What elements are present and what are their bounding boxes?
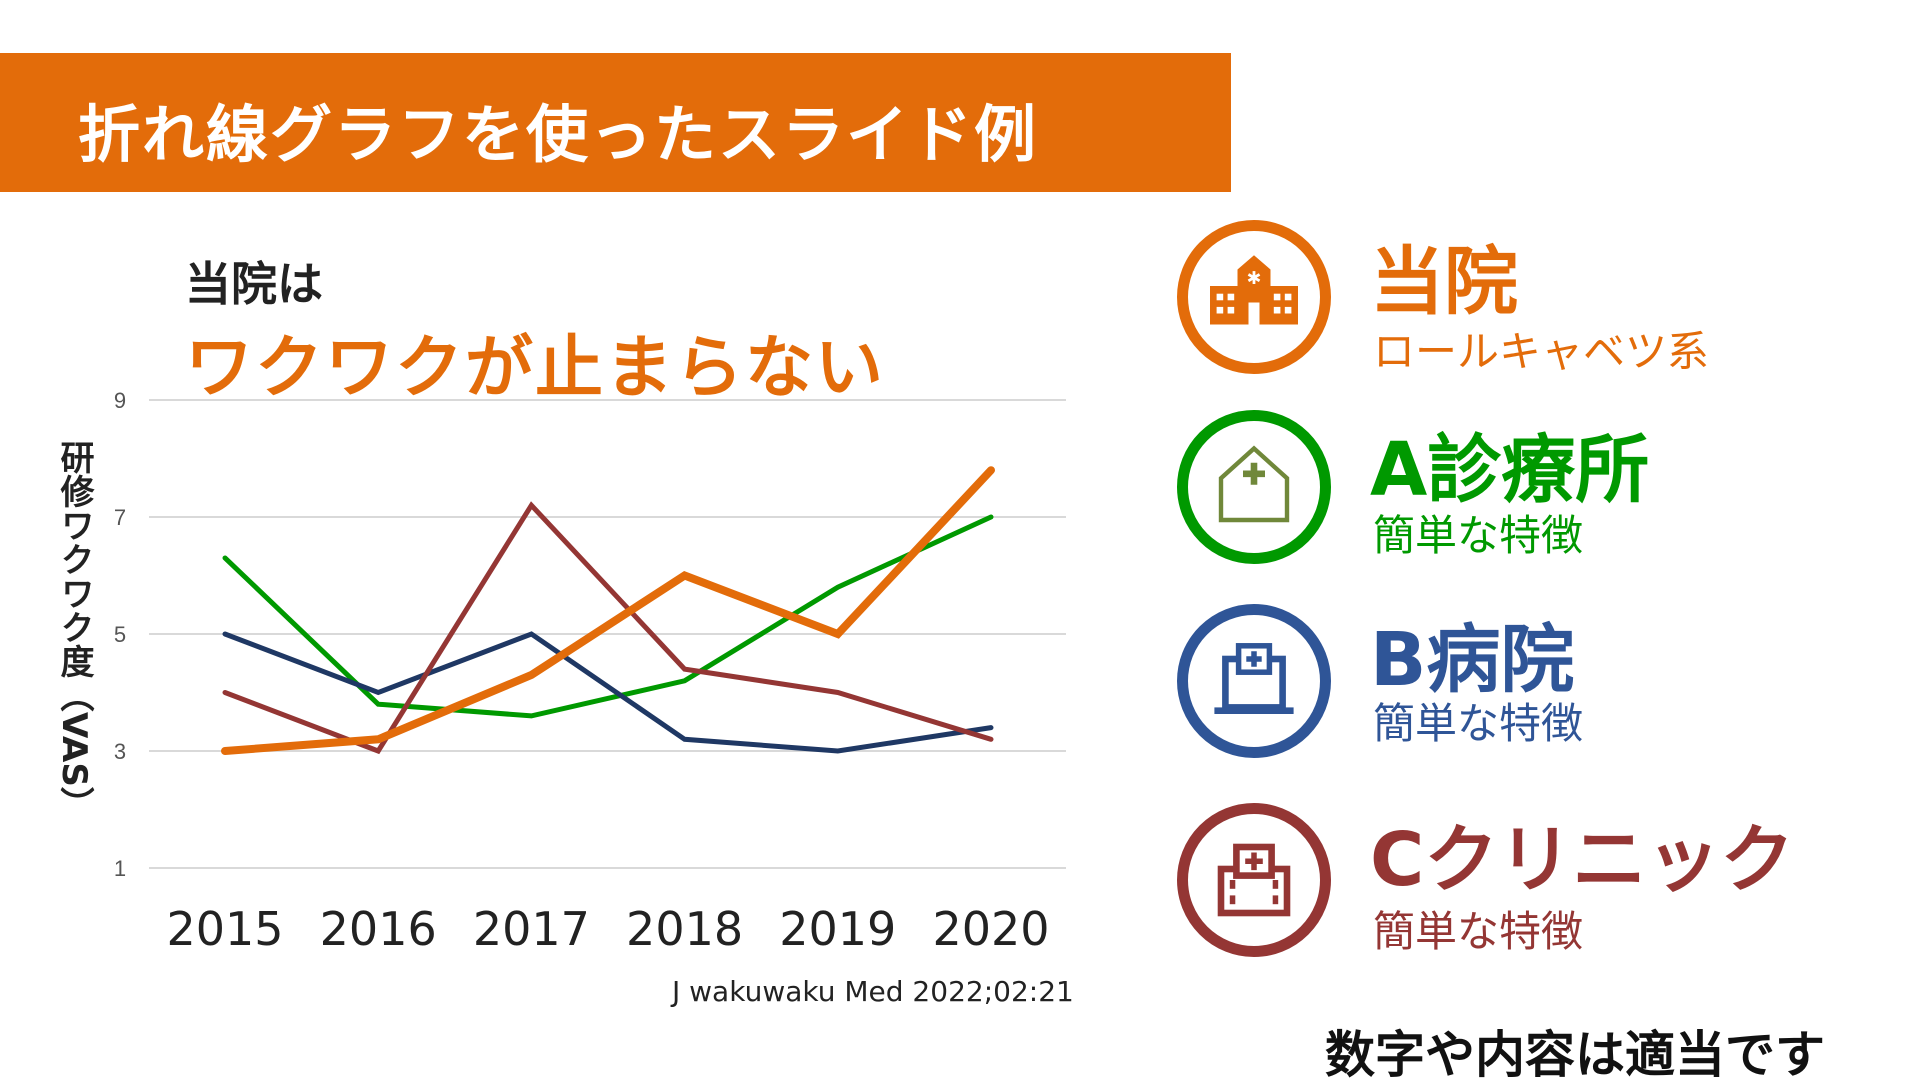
legend-description: ロールキャベツ系	[1373, 318, 1709, 379]
y-tick-label: 9	[114, 388, 126, 413]
y-tick-label: 1	[114, 856, 126, 881]
school-hospital-icon: ✱	[1199, 242, 1309, 352]
legend-name: A診療所	[1370, 410, 1649, 517]
y-tick-label: 3	[114, 739, 126, 764]
legend-description: 簡単な特徴	[1373, 690, 1583, 751]
x-tick-label: 2018	[626, 902, 743, 956]
x-tick-label: 2017	[473, 902, 590, 956]
laptop-cross-icon	[1199, 626, 1309, 736]
legend-name: 当院	[1370, 222, 1518, 329]
x-tick-label: 2019	[779, 902, 896, 956]
legend-badge	[1177, 803, 1331, 957]
y-tick-label: 5	[114, 622, 126, 647]
house-cross-icon	[1199, 432, 1309, 542]
legend-name: Cクリニック	[1370, 800, 1794, 907]
series-line-当院	[225, 470, 991, 751]
legend-description: 簡単な特徴	[1373, 898, 1583, 959]
x-tick-label: 2020	[932, 902, 1049, 956]
building-cross-icon	[1199, 825, 1309, 935]
series-line-B病院	[225, 634, 991, 751]
legend-badge: ✱	[1177, 220, 1331, 374]
y-tick-label: 7	[114, 505, 126, 530]
x-tick-label: 2016	[320, 902, 437, 956]
svg-text:✱: ✱	[1247, 269, 1262, 289]
legend-description: 簡単な特徴	[1373, 502, 1583, 563]
citation: J wakuwaku Med 2022;02:21	[672, 975, 1074, 1008]
legend-badge	[1177, 604, 1331, 758]
legend-badge	[1177, 410, 1331, 564]
x-tick-label: 2015	[166, 902, 283, 956]
disclaimer-note: 数字や内容は適当です	[1325, 1015, 1825, 1087]
